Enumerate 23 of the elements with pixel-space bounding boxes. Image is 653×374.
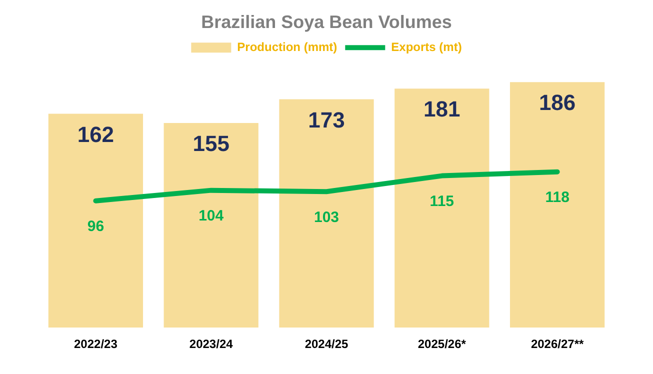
data-label: 104 [198,207,224,224]
data-label: 181 [424,96,460,122]
chart-title: Brazilian Soya Bean Volumes [201,12,452,32]
bar [164,123,258,328]
data-label: 155 [192,131,230,156]
data-label: 115 [430,192,454,210]
bar [279,99,374,328]
data-label: 162 [77,122,114,147]
x-tick-label: 2022/23 [74,337,118,352]
x-tick-label: 2024/25 [304,337,349,352]
data-label: 103 [314,208,340,226]
legend-label: Production (mmt) [237,40,338,54]
bar [394,88,490,328]
bar [510,82,605,328]
data-label: 173 [308,107,345,132]
data-label: 118 [545,188,570,206]
x-tick-label: 2025/26* [418,337,466,352]
bar [48,114,144,328]
data-label: 96 [87,218,104,236]
data-label: 186 [538,90,576,116]
x-tick-label: 2026/27** [530,337,584,352]
x-tick-label: 2023/24 [189,337,234,352]
legend-label: Exports (mt) [391,40,462,54]
